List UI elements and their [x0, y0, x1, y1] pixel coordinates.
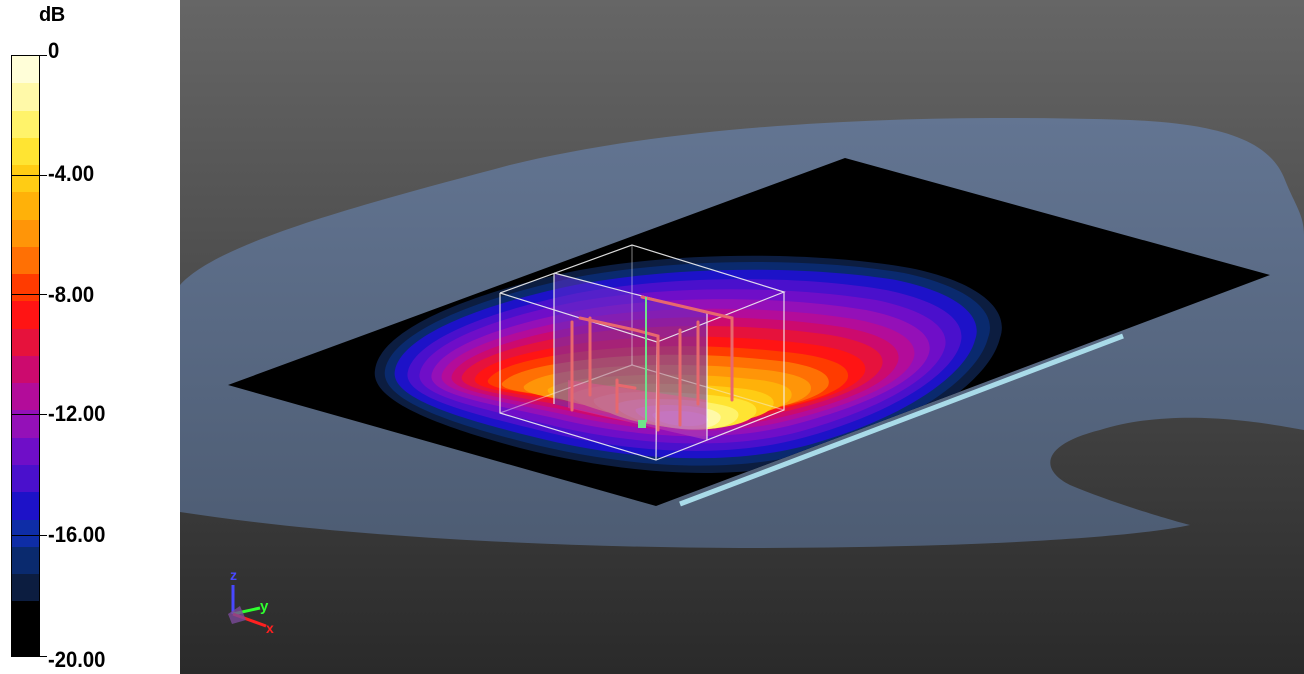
- colorbar-band: [12, 601, 39, 629]
- feed-point: [638, 420, 646, 428]
- axes-orientation-gizmo: z y x: [228, 567, 274, 636]
- colorbar-band: [12, 246, 39, 275]
- legend-tick-label: -8.00: [48, 282, 95, 307]
- axes-origin-shade: [228, 606, 246, 624]
- legend-tick-label: -4.00: [48, 161, 95, 186]
- colorbar-band: [12, 464, 39, 493]
- legend-tick-label: -16.00: [48, 522, 106, 547]
- legend-tick-label: -12.00: [48, 401, 106, 426]
- 3d-scene[interactable]: z y x: [180, 0, 1304, 674]
- x-axis-label: x: [266, 620, 274, 636]
- colorbar-band: [12, 355, 39, 384]
- legend-unit-label: dB: [39, 4, 65, 26]
- colorbar-band: [12, 192, 39, 220]
- color-scale-legend: dB 0 -4.00 -8.00 -12.00 -16.00 -20.00: [0, 0, 178, 674]
- legend-tick-mark: [11, 294, 47, 295]
- colorbar-band: [12, 628, 39, 656]
- legend-tick-mark: [11, 656, 47, 657]
- vertical-field-plane-glow: [568, 380, 707, 440]
- colorbar-band: [12, 274, 39, 302]
- legend-tick-mark: [11, 175, 47, 176]
- legend-tick-mark: [11, 535, 47, 536]
- legend-tick-label: -20.00: [48, 647, 106, 672]
- colorbar-band: [12, 574, 39, 602]
- colorbar-band: [12, 546, 39, 575]
- z-axis-label: z: [230, 567, 237, 583]
- colorbar: [11, 55, 40, 657]
- y-axis-label: y: [260, 598, 269, 615]
- plane-edge-highlight: [679, 333, 1124, 507]
- colorbar-band: [12, 519, 39, 547]
- 3d-viewport[interactable]: z y x: [180, 0, 1304, 674]
- colorbar-band: [12, 56, 39, 84]
- colorbar-band: [12, 219, 39, 247]
- colorbar-band: [12, 137, 39, 166]
- legend-tick-mark: [11, 55, 47, 56]
- colorbar-band: [12, 110, 39, 138]
- wireframe-box: [499, 244, 786, 461]
- colorbar-band: [12, 383, 39, 411]
- colorbar-band: [12, 492, 39, 520]
- vertical-field-plane: [554, 273, 707, 440]
- colorbar-band: [12, 328, 39, 356]
- colorbar-band: [12, 301, 39, 329]
- colorbar-band: [12, 83, 39, 111]
- colorbar-band: [12, 437, 39, 465]
- legend-tick-mark: [11, 414, 47, 415]
- colorbar-band: [12, 165, 39, 193]
- legend-tick-label: 0: [48, 38, 60, 63]
